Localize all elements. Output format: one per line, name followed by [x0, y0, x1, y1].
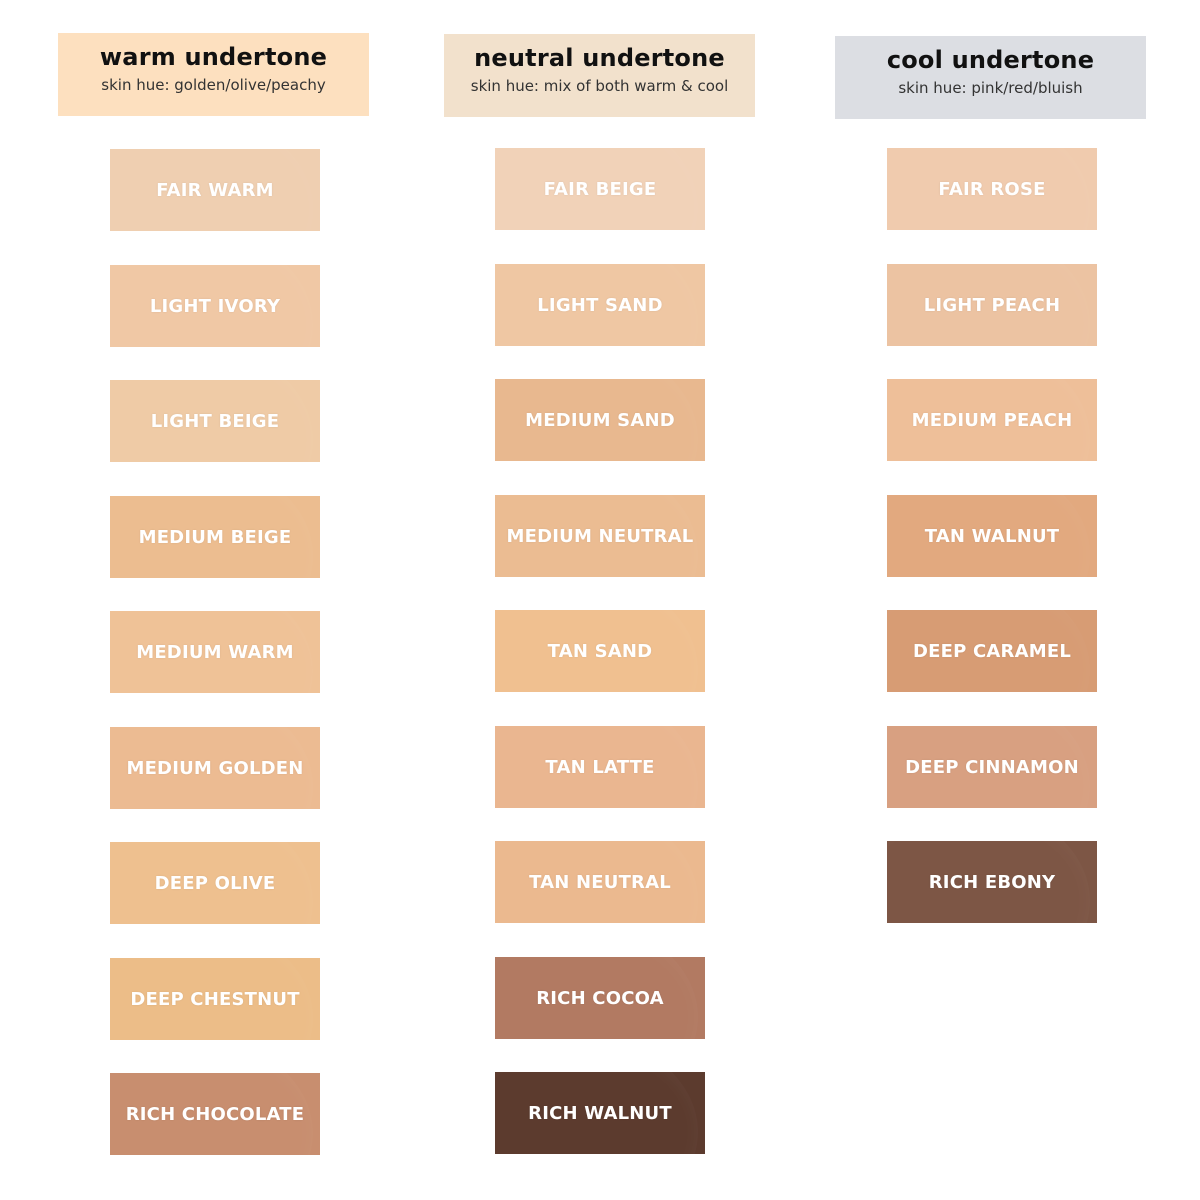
- shade-swatch: RICH CHOCOLATE: [110, 1073, 320, 1155]
- shade-swatch: DEEP CARAMEL: [887, 610, 1097, 692]
- shade-name: DEEP OLIVE: [154, 872, 276, 894]
- shade-swatch: LIGHT PEACH: [887, 264, 1097, 346]
- shade-swatch: TAN WALNUT: [887, 495, 1097, 577]
- shade-swatch: MEDIUM BEIGE: [110, 496, 320, 578]
- shade-name: DEEP CINNAMON: [905, 756, 1079, 778]
- shade-swatch: LIGHT BEIGE: [110, 380, 320, 462]
- shade-name: DEEP CHESTNUT: [130, 988, 300, 1010]
- shade-name: MEDIUM WARM: [136, 641, 294, 663]
- shade-swatch: TAN LATTE: [495, 726, 705, 808]
- shade-swatch: RICH WALNUT: [495, 1072, 705, 1154]
- shade-swatch: MEDIUM WARM: [110, 611, 320, 693]
- shade-swatch: MEDIUM GOLDEN: [110, 727, 320, 809]
- shade-name: TAN LATTE: [545, 756, 655, 778]
- shade-name: MEDIUM PEACH: [911, 409, 1073, 431]
- shade-name: TAN SAND: [547, 640, 653, 662]
- header-warm-undertone: warm undertone skin hue: golden/olive/pea…: [58, 33, 369, 116]
- column-title: cool undertone: [886, 46, 1095, 74]
- shade-name: FAIR BEIGE: [543, 178, 657, 200]
- shade-name: RICH WALNUT: [528, 1102, 672, 1124]
- shade-name: LIGHT SAND: [537, 294, 663, 316]
- column-subtitle: skin hue: pink/red/bluish: [898, 79, 1083, 97]
- shade-swatch: LIGHT SAND: [495, 264, 705, 346]
- shade-swatch: TAN NEUTRAL: [495, 841, 705, 923]
- shade-swatch: LIGHT IVORY: [110, 265, 320, 347]
- shade-swatch: TAN SAND: [495, 610, 705, 692]
- shade-swatch: FAIR ROSE: [887, 148, 1097, 230]
- header-neutral-undertone: neutral undertone skin hue: mix of both w…: [444, 34, 755, 117]
- shade-swatch: MEDIUM SAND: [495, 379, 705, 461]
- shade-swatch: DEEP CINNAMON: [887, 726, 1097, 808]
- shade-name: LIGHT IVORY: [149, 295, 281, 317]
- shade-name: FAIR ROSE: [938, 178, 1046, 200]
- column-title: neutral undertone: [474, 44, 725, 72]
- shade-swatch: RICH EBONY: [887, 841, 1097, 923]
- shade-swatch: FAIR WARM: [110, 149, 320, 231]
- column-subtitle: skin hue: mix of both warm & cool: [470, 77, 729, 95]
- shade-swatch: DEEP CHESTNUT: [110, 958, 320, 1040]
- column-title: warm undertone: [99, 43, 328, 71]
- shade-name: LIGHT PEACH: [923, 294, 1061, 316]
- shade-swatch: MEDIUM NEUTRAL: [495, 495, 705, 577]
- shade-swatch: MEDIUM PEACH: [887, 379, 1097, 461]
- shade-name: MEDIUM NEUTRAL: [506, 525, 694, 547]
- shade-name: RICH EBONY: [928, 871, 1056, 893]
- shade-name: DEEP CARAMEL: [912, 640, 1071, 662]
- shade-name: RICH CHOCOLATE: [125, 1103, 305, 1125]
- column-subtitle: skin hue: golden/olive/peachy: [101, 76, 326, 94]
- shade-swatch: FAIR BEIGE: [495, 148, 705, 230]
- shade-swatch: DEEP OLIVE: [110, 842, 320, 924]
- shade-name: MEDIUM GOLDEN: [126, 757, 304, 779]
- shade-swatch: RICH COCOA: [495, 957, 705, 1039]
- header-cool-undertone: cool undertone skin hue: pink/red/bluish: [835, 36, 1146, 119]
- shade-name: MEDIUM SAND: [525, 409, 675, 431]
- shade-name: MEDIUM BEIGE: [138, 526, 292, 548]
- shade-name: RICH COCOA: [536, 987, 664, 1009]
- shade-name: LIGHT BEIGE: [150, 410, 280, 432]
- shade-name: TAN WALNUT: [924, 525, 1060, 547]
- shade-name: FAIR WARM: [156, 179, 274, 201]
- shade-name: TAN NEUTRAL: [529, 871, 671, 893]
